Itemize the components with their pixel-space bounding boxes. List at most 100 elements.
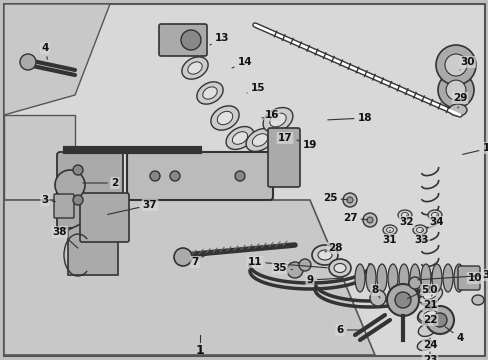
Text: 14: 14 (231, 57, 252, 68)
Text: 36: 36 (417, 270, 488, 280)
Circle shape (174, 248, 192, 266)
Text: 6: 6 (336, 325, 359, 335)
Circle shape (445, 80, 465, 100)
Ellipse shape (354, 264, 364, 292)
Ellipse shape (420, 264, 430, 292)
Ellipse shape (423, 311, 436, 319)
Text: 7: 7 (191, 253, 207, 267)
Text: 28: 28 (325, 243, 342, 253)
Circle shape (73, 165, 83, 175)
Circle shape (362, 213, 376, 227)
FancyBboxPatch shape (54, 194, 74, 218)
Circle shape (181, 30, 201, 50)
Text: 1: 1 (195, 343, 204, 356)
Text: 33: 33 (414, 230, 428, 245)
Text: 32: 32 (399, 215, 413, 227)
Circle shape (366, 217, 372, 223)
Text: 12: 12 (462, 143, 488, 154)
Ellipse shape (401, 212, 407, 217)
Text: 38: 38 (53, 227, 78, 248)
Circle shape (435, 45, 475, 85)
Ellipse shape (430, 212, 438, 217)
Text: 23: 23 (422, 352, 436, 360)
Ellipse shape (182, 57, 208, 79)
Ellipse shape (471, 295, 483, 305)
Circle shape (55, 170, 85, 200)
Text: 25: 25 (322, 193, 346, 203)
Ellipse shape (442, 264, 452, 292)
Ellipse shape (245, 129, 273, 152)
Ellipse shape (416, 228, 423, 233)
Ellipse shape (252, 134, 267, 146)
Circle shape (394, 292, 410, 308)
Circle shape (444, 54, 466, 76)
Circle shape (346, 197, 352, 203)
Ellipse shape (328, 259, 350, 277)
Text: 37: 37 (107, 200, 157, 215)
Ellipse shape (417, 306, 442, 324)
Text: 20: 20 (422, 273, 436, 295)
Ellipse shape (187, 62, 202, 74)
FancyBboxPatch shape (80, 193, 129, 242)
Ellipse shape (317, 250, 331, 260)
Circle shape (20, 54, 36, 70)
Ellipse shape (225, 127, 253, 149)
Polygon shape (4, 4, 110, 115)
Text: 17: 17 (277, 133, 292, 143)
Ellipse shape (263, 108, 292, 132)
Text: 13: 13 (209, 33, 229, 45)
Text: 21: 21 (422, 295, 436, 310)
Circle shape (342, 193, 356, 207)
Ellipse shape (412, 225, 426, 235)
FancyBboxPatch shape (159, 24, 206, 56)
Circle shape (425, 306, 453, 334)
Circle shape (170, 171, 180, 181)
Text: 8: 8 (370, 285, 379, 298)
Circle shape (437, 72, 473, 108)
Text: 27: 27 (342, 213, 366, 223)
Ellipse shape (386, 228, 393, 233)
Text: 24: 24 (422, 338, 436, 350)
Ellipse shape (217, 111, 232, 125)
Text: 4: 4 (41, 43, 49, 59)
Text: 5: 5 (407, 285, 428, 299)
Ellipse shape (398, 264, 408, 292)
Circle shape (298, 259, 310, 271)
Circle shape (432, 313, 446, 327)
Ellipse shape (427, 210, 441, 220)
Circle shape (286, 262, 303, 278)
Text: 35: 35 (272, 263, 292, 273)
Ellipse shape (333, 264, 346, 273)
Text: 15: 15 (246, 83, 264, 93)
Ellipse shape (417, 286, 442, 304)
FancyBboxPatch shape (267, 128, 299, 187)
Ellipse shape (203, 87, 217, 99)
Text: 29: 29 (452, 93, 466, 108)
Ellipse shape (197, 82, 223, 104)
Circle shape (386, 284, 418, 316)
Ellipse shape (232, 132, 247, 144)
Circle shape (235, 171, 244, 181)
Text: 31: 31 (382, 230, 396, 245)
Ellipse shape (365, 264, 375, 292)
Text: 2: 2 (82, 178, 119, 188)
Polygon shape (4, 115, 75, 200)
Ellipse shape (376, 264, 386, 292)
Text: 9: 9 (306, 275, 342, 285)
Text: 19: 19 (296, 140, 317, 150)
Text: 22: 22 (422, 315, 436, 325)
Text: 30: 30 (459, 57, 474, 70)
Ellipse shape (417, 309, 435, 321)
Circle shape (150, 171, 160, 181)
Text: 11: 11 (247, 257, 326, 268)
FancyBboxPatch shape (457, 266, 479, 290)
Polygon shape (4, 200, 374, 355)
FancyBboxPatch shape (57, 152, 123, 228)
Text: 18: 18 (327, 113, 371, 123)
Ellipse shape (269, 113, 285, 127)
Circle shape (369, 290, 385, 306)
Ellipse shape (382, 225, 396, 235)
Ellipse shape (448, 104, 466, 116)
Ellipse shape (453, 264, 463, 292)
Circle shape (73, 195, 83, 205)
